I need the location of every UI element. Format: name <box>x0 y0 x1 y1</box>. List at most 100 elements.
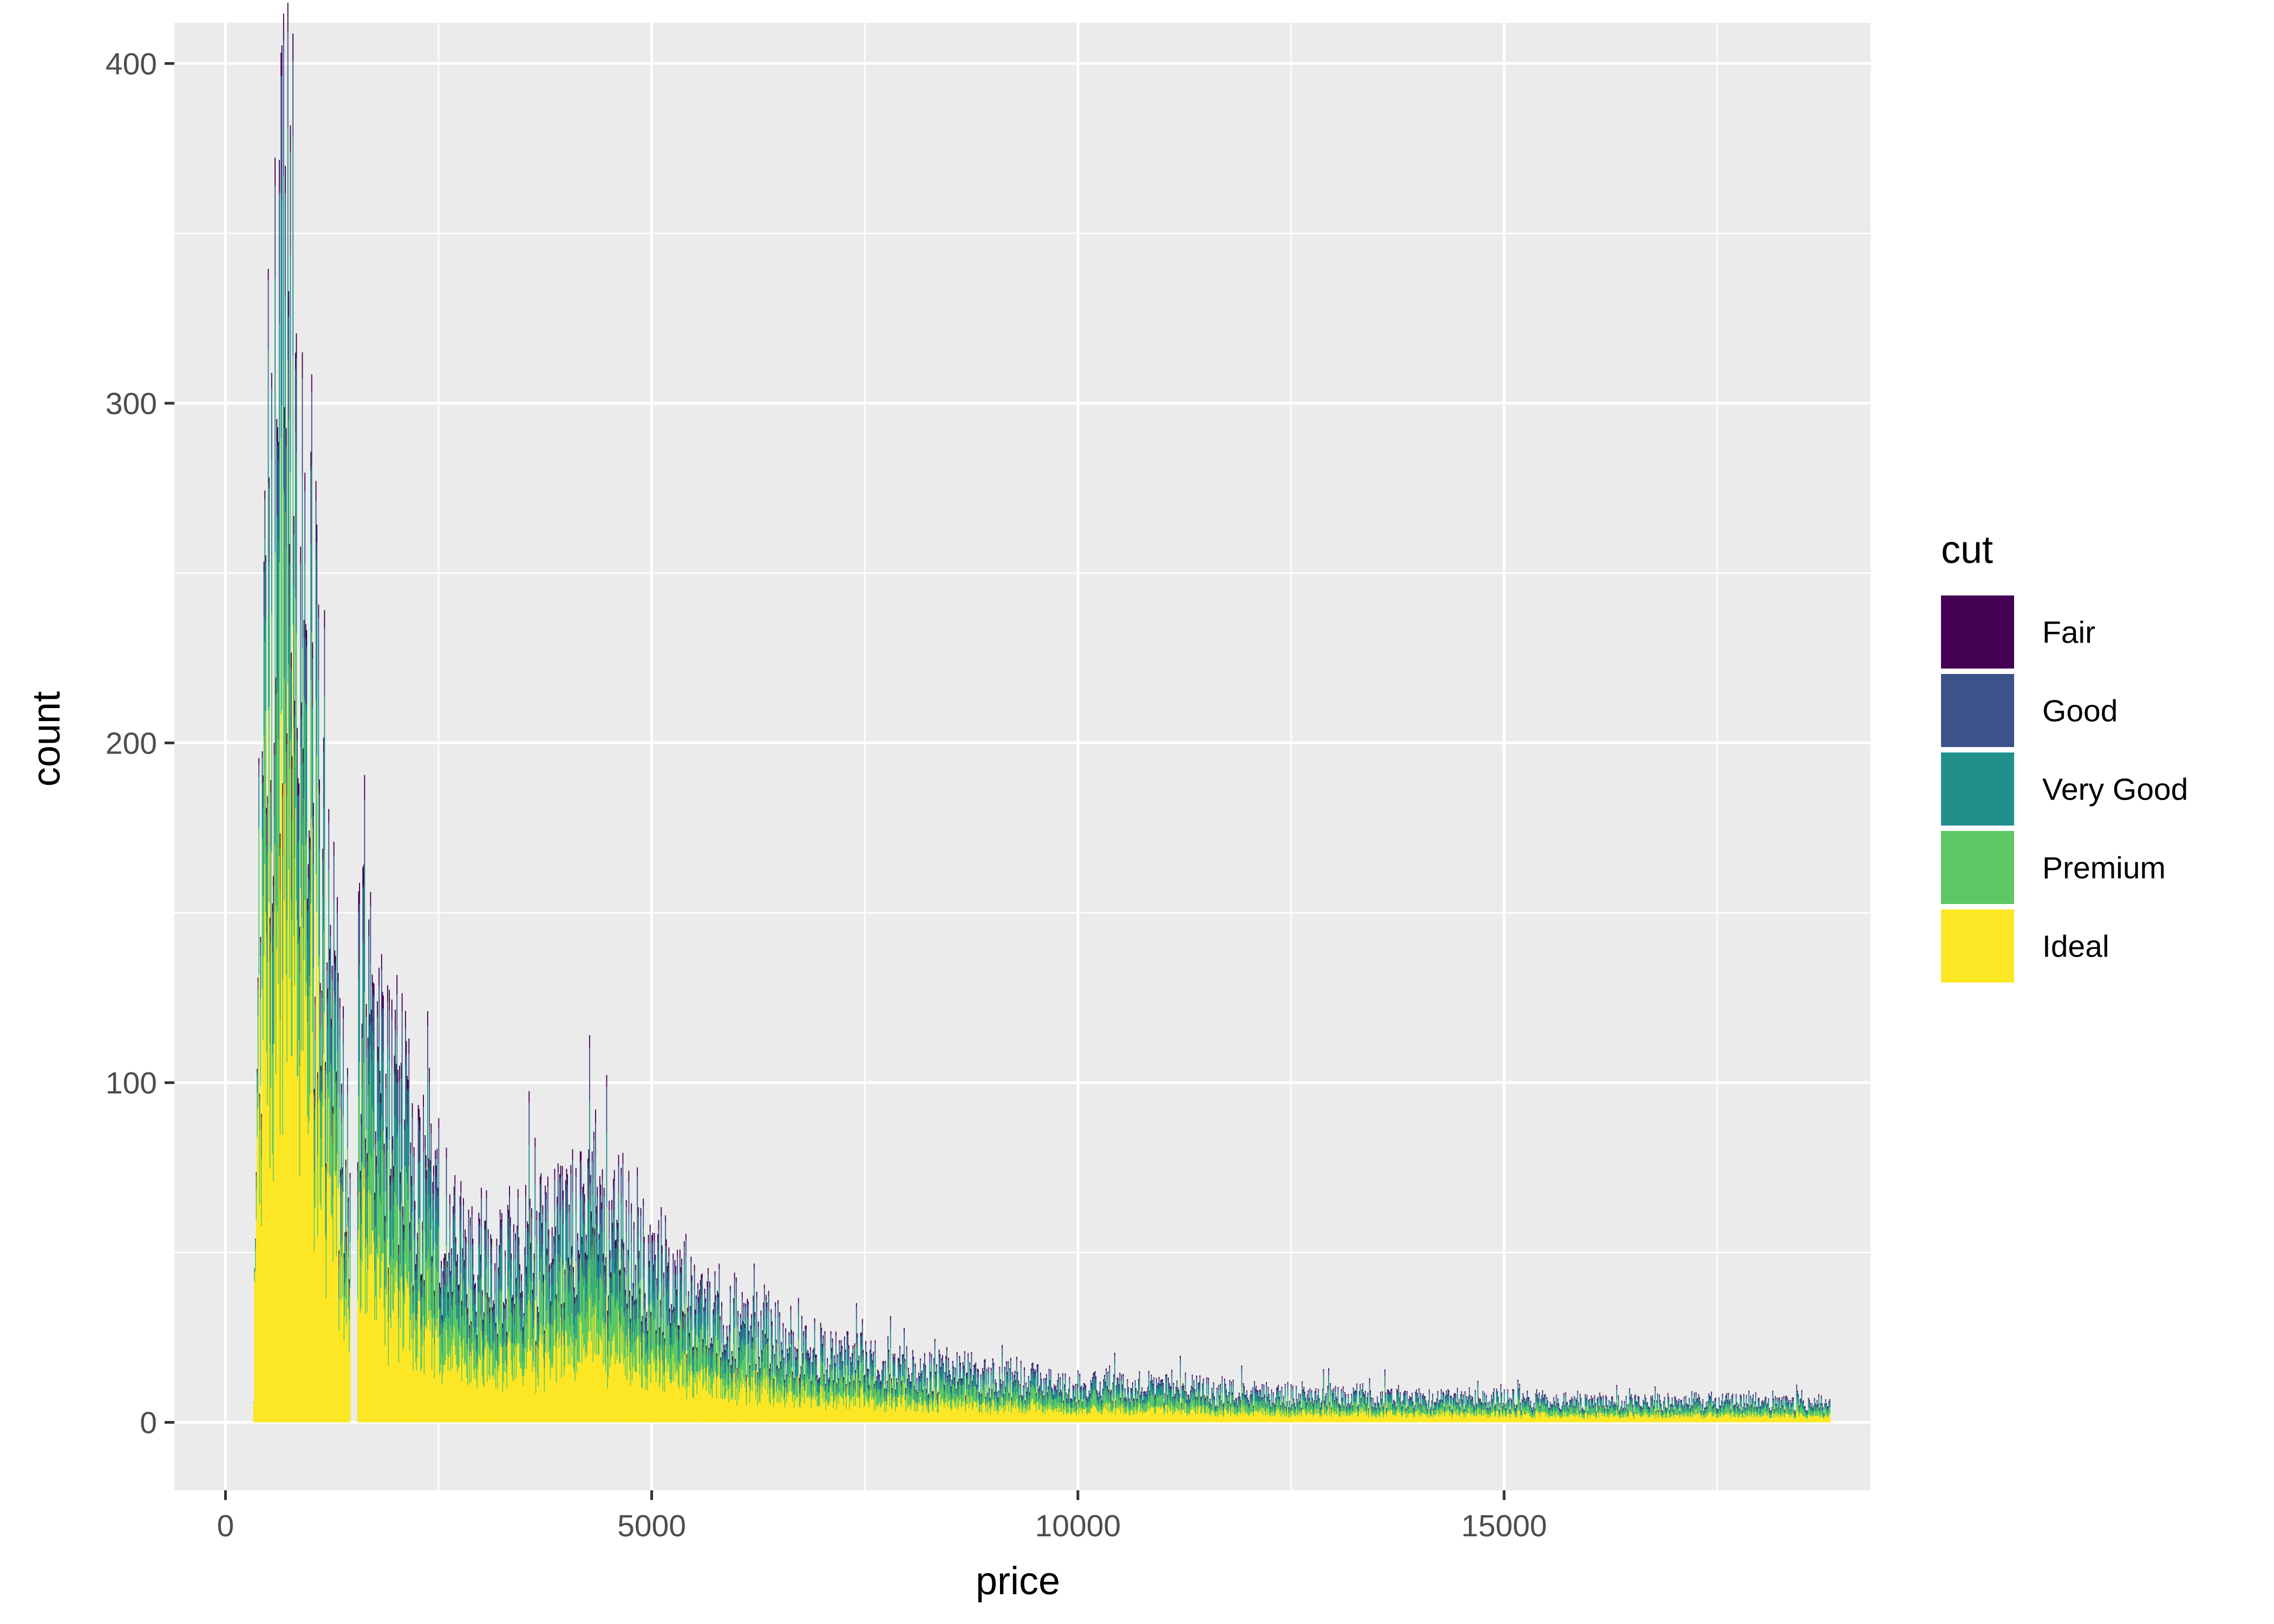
histogram-bar-good <box>1022 1397 1023 1400</box>
histogram-bar-ideal <box>598 1354 600 1423</box>
histogram-bar-good <box>1045 1376 1047 1381</box>
histogram-bar-fair <box>820 1322 821 1327</box>
histogram-bar-very-good <box>978 1397 980 1404</box>
histogram-bar-very-good <box>698 1313 700 1338</box>
histogram-bar-very-good <box>390 1210 392 1256</box>
histogram-bar-ideal <box>502 1392 504 1423</box>
histogram-bar-ideal <box>528 1300 530 1423</box>
histogram-bar-ideal <box>951 1409 953 1423</box>
histogram-bar-premium <box>966 1388 968 1405</box>
histogram-bar-ideal <box>576 1372 578 1423</box>
histogram-bar-good <box>779 1317 781 1331</box>
histogram-bar-fair <box>375 1131 376 1144</box>
histogram-bar-fair <box>457 1254 458 1262</box>
histogram-bar-fair <box>732 1357 734 1360</box>
histogram-bar-good <box>306 646 308 706</box>
histogram-bar-fair <box>726 1325 728 1329</box>
histogram-bar-ideal <box>789 1392 790 1423</box>
histogram-bar-fair <box>638 1250 640 1259</box>
histogram-bar-premium <box>616 1297 618 1360</box>
histogram-bar-premium <box>375 1227 376 1297</box>
histogram-bar-very-good <box>1085 1390 1087 1400</box>
histogram-bar-ideal <box>340 1301 342 1423</box>
histogram-bar-fair <box>317 1072 318 1080</box>
histogram-bar-fair <box>603 1188 605 1197</box>
histogram-bar-fair <box>1091 1383 1093 1385</box>
histogram-bar-fair <box>839 1352 841 1355</box>
histogram-bar-good <box>300 718 302 767</box>
histogram-bar-premium <box>655 1319 656 1372</box>
histogram-bar-fair <box>849 1382 851 1384</box>
histogram-bar-good <box>1033 1370 1035 1378</box>
histogram-bar-premium <box>404 1239 406 1304</box>
histogram-bar-good <box>632 1287 634 1307</box>
histogram-bar-good <box>781 1345 782 1354</box>
histogram-bar-fair <box>781 1350 783 1353</box>
histogram-bar-very-good <box>379 1121 381 1197</box>
histogram-bar-fair <box>925 1389 927 1390</box>
histogram-bar-very-good <box>474 1305 475 1340</box>
histogram-bar-very-good <box>965 1380 967 1390</box>
histogram-bar-ideal <box>601 1341 603 1423</box>
histogram-bar-premium <box>699 1342 701 1380</box>
histogram-bar-premium <box>1009 1387 1011 1401</box>
histogram-bar-good <box>907 1380 909 1386</box>
histogram-bar-ideal <box>509 1342 511 1423</box>
histogram-bar-ideal <box>898 1397 899 1423</box>
histogram-bar-good <box>913 1387 915 1392</box>
histogram-bar-good <box>419 1123 420 1162</box>
histogram-bar-fair <box>745 1304 747 1307</box>
histogram-bar-good <box>365 1017 367 1058</box>
histogram-bar-good <box>777 1304 779 1319</box>
histogram-bar-ideal <box>1048 1404 1050 1423</box>
histogram-bar-fair <box>1070 1398 1072 1400</box>
histogram-bar-ideal <box>998 1411 999 1423</box>
histogram-bar-ideal <box>974 1402 976 1423</box>
histogram-bar-very-good <box>716 1364 717 1380</box>
histogram-bar-ideal <box>713 1378 715 1423</box>
histogram-bar-very-good <box>405 1065 406 1167</box>
histogram-bar-premium <box>762 1361 763 1386</box>
histogram-bar-ideal <box>498 1370 499 1423</box>
histogram-bar-very-good <box>786 1381 787 1391</box>
histogram-bar-good <box>735 1281 737 1299</box>
histogram-bar-premium <box>628 1260 630 1328</box>
histogram-bar-good <box>430 1133 432 1165</box>
histogram-bar-fair <box>429 1068 430 1083</box>
histogram-bar-fair <box>460 1181 462 1193</box>
histogram-bar-very-good <box>285 548 287 753</box>
histogram-bar-premium <box>881 1389 883 1405</box>
histogram-bar-premium <box>705 1372 707 1391</box>
histogram-bar-ideal <box>1106 1403 1107 1423</box>
histogram-bar-very-good <box>976 1389 977 1399</box>
histogram-bar-premium <box>971 1374 972 1396</box>
histogram-bar-good <box>494 1271 496 1294</box>
histogram-bar-very-good <box>1011 1380 1013 1392</box>
histogram-bar-fair <box>484 1221 486 1229</box>
histogram-bar-premium <box>407 1183 408 1283</box>
histogram-bar-fair <box>957 1381 959 1384</box>
histogram-bar-good <box>846 1334 848 1346</box>
histogram-bar-very-good <box>884 1394 885 1402</box>
histogram-bar-ideal <box>613 1333 615 1423</box>
histogram-bar-ideal <box>547 1322 548 1423</box>
histogram-bar-ideal <box>359 1191 360 1423</box>
histogram-bar-ideal <box>454 1346 456 1423</box>
histogram-bar-good <box>661 1254 663 1276</box>
histogram-bar-very-good <box>975 1372 977 1387</box>
histogram-bar-premium <box>692 1375 694 1398</box>
histogram-bar-premium <box>502 1363 504 1393</box>
histogram-bar-ideal <box>772 1398 774 1423</box>
histogram-bar-good <box>394 1072 395 1117</box>
histogram-bar-fair <box>342 1167 343 1175</box>
histogram-bar-fair <box>784 1380 786 1382</box>
histogram-bar-fair <box>700 1280 701 1286</box>
histogram-bar-good <box>879 1384 881 1390</box>
histogram-bar-fair <box>486 1190 487 1199</box>
histogram-bar-premium <box>563 1265 564 1337</box>
histogram-bar-fair <box>978 1369 979 1372</box>
histogram-bar-good <box>336 1081 337 1108</box>
histogram-bar-good <box>865 1344 867 1354</box>
histogram-bar-good <box>593 1141 594 1179</box>
histogram-bar-fair <box>383 1143 385 1154</box>
